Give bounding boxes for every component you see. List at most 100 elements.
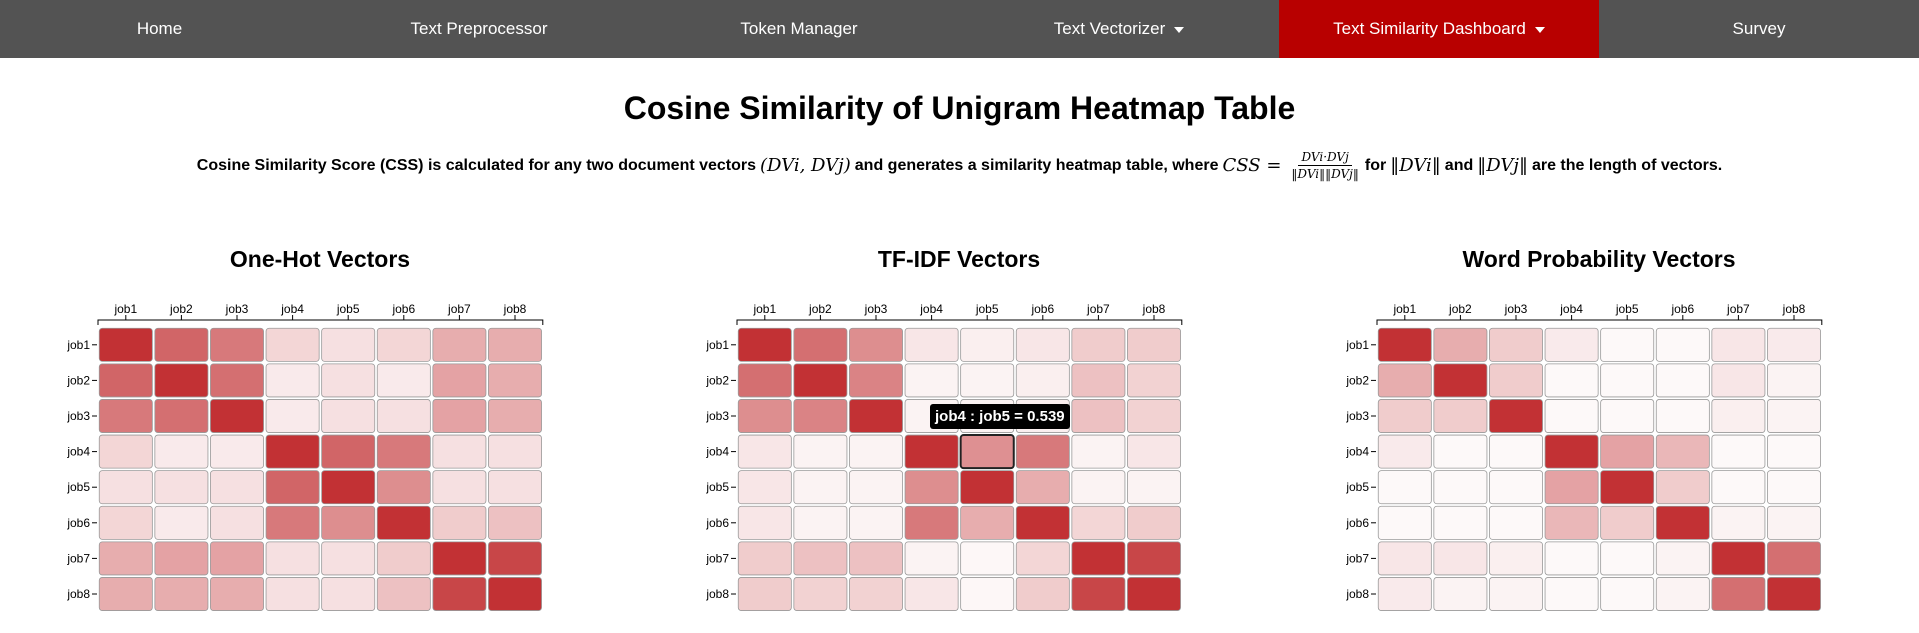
heatmap-cell bbox=[432, 399, 487, 433]
heatmap-cell bbox=[1433, 505, 1488, 540]
heatmap-title-word-probability: Word Probability Vectors bbox=[1462, 246, 1736, 272]
y-axis-tick-label: job4 bbox=[66, 445, 90, 459]
heatmap-cell bbox=[960, 577, 1015, 611]
x-axis-tick-label: job8 bbox=[1142, 302, 1166, 316]
heatmap-cell bbox=[1127, 327, 1181, 362]
nav-home[interactable]: Home bbox=[0, 0, 319, 58]
x-axis-tick-label: job4 bbox=[919, 302, 943, 316]
heatmap-cell bbox=[904, 505, 959, 540]
heatmap-cell bbox=[1489, 434, 1543, 469]
heatmap-cell bbox=[1711, 434, 1766, 469]
heatmap-cell bbox=[1071, 470, 1126, 505]
y-axis-tick-label: job6 bbox=[1345, 516, 1369, 530]
heatmap-cell bbox=[1377, 541, 1432, 576]
heatmap-cell bbox=[1655, 327, 1710, 362]
y-axis-tick-label: job3 bbox=[66, 409, 90, 423]
heatmap-cell bbox=[1600, 363, 1655, 398]
heatmap-cell bbox=[849, 505, 903, 540]
doc-vector-pair-formula: (DVi, DVj) bbox=[760, 155, 851, 176]
heatmap-cell bbox=[265, 399, 320, 433]
heatmap-cell bbox=[1711, 363, 1766, 398]
heatmap-cell bbox=[488, 541, 542, 576]
heatmap-cell bbox=[1377, 327, 1432, 362]
heatmap-cell bbox=[432, 363, 487, 398]
heatmap-cell bbox=[1127, 363, 1181, 398]
x-axis-tick-label: job7 bbox=[1726, 302, 1750, 316]
y-axis-tick-label: job4 bbox=[705, 445, 729, 459]
heatmap-cell bbox=[1433, 399, 1488, 433]
heatmap-cell bbox=[737, 363, 792, 398]
heatmap-cell bbox=[210, 399, 264, 433]
heatmap-cell bbox=[1489, 399, 1543, 433]
heatmap-cell bbox=[265, 363, 320, 398]
heatmap-cell bbox=[210, 505, 264, 540]
heatmap-cell bbox=[1489, 505, 1543, 540]
heatmap-cell bbox=[1127, 470, 1181, 505]
x-axis-tick-label: job6 bbox=[1030, 302, 1054, 316]
heatmap-cell bbox=[849, 363, 903, 398]
heatmap-cell bbox=[376, 399, 431, 433]
nav-token-manager[interactable]: Token Manager bbox=[639, 0, 959, 58]
x-axis-tick-label: job3 bbox=[864, 302, 888, 316]
y-axis-tick-label: job4 bbox=[1345, 445, 1369, 459]
heatmap-cell bbox=[488, 470, 542, 505]
heatmap-cell bbox=[488, 363, 542, 398]
heatmap-cell bbox=[154, 505, 209, 540]
heatmap-cell bbox=[376, 470, 431, 505]
desc-text-5: are the length of vectors. bbox=[1531, 156, 1723, 174]
desc-text-1: Cosine Similarity Score (CSS) is calcula… bbox=[196, 156, 757, 174]
heatmap-cell bbox=[1544, 434, 1599, 469]
heatmap-cell bbox=[1127, 399, 1181, 433]
x-axis-tick-label: job6 bbox=[1670, 302, 1694, 316]
y-axis-tick-label: job2 bbox=[66, 373, 90, 387]
heatmap-cell bbox=[1655, 577, 1710, 611]
heatmap-cell bbox=[1071, 399, 1126, 433]
heatmap-cell bbox=[1711, 505, 1766, 540]
heatmap-cell bbox=[432, 541, 487, 576]
heatmap-cell bbox=[154, 470, 209, 505]
norm-dvi-formula: ‖DVi‖ bbox=[1390, 155, 1441, 176]
heatmap-cell bbox=[1433, 541, 1488, 576]
heatmap-cell bbox=[210, 541, 264, 576]
heatmap-cell bbox=[1767, 327, 1821, 362]
heatmap-cell bbox=[737, 434, 792, 469]
nav-survey[interactable]: Survey bbox=[1599, 0, 1919, 58]
heatmap-cell bbox=[376, 541, 431, 576]
heatmap-cell bbox=[1544, 541, 1599, 576]
heatmap-cell bbox=[154, 577, 209, 611]
nav-text-vectorizer[interactable]: Text Vectorizer bbox=[959, 0, 1279, 58]
heatmap-cell bbox=[793, 505, 848, 540]
heatmap-cell bbox=[1600, 577, 1655, 611]
heatmap-cell bbox=[488, 399, 542, 433]
heatmap-cell bbox=[904, 327, 959, 362]
css-formula-fraction: DVi·DVj ‖DVi‖‖DVj‖ bbox=[1291, 150, 1359, 181]
heatmap-cell bbox=[1655, 434, 1710, 469]
norm-dvj-formula: ‖DVj‖ bbox=[1477, 155, 1528, 176]
heatmap-cell bbox=[1711, 577, 1766, 611]
nav-text-similarity-dashboard[interactable]: Text Similarity Dashboard bbox=[1279, 0, 1599, 58]
heatmap-cell bbox=[1489, 470, 1543, 505]
heatmap-cell bbox=[1127, 577, 1181, 611]
heatmap-cell bbox=[321, 434, 376, 469]
heatmap-cell bbox=[321, 577, 376, 611]
heatmap-cell bbox=[376, 327, 431, 362]
heatmap-cell bbox=[98, 470, 153, 505]
css-formula-numerator: DVi·DVj bbox=[1298, 150, 1352, 166]
heatmap-cell bbox=[321, 505, 376, 540]
heatmap-cell bbox=[1015, 363, 1070, 398]
heatmap-cell bbox=[1767, 434, 1821, 469]
heatmap-cell bbox=[737, 399, 792, 433]
nav-home-label: Home bbox=[136, 19, 183, 38]
css-formula-denominator: ‖DVi‖‖DVj‖ bbox=[1291, 167, 1359, 181]
nav-text-preprocessor[interactable]: Text Preprocessor bbox=[319, 0, 639, 58]
x-axis-tick-label: job1 bbox=[752, 302, 776, 316]
top-navbar: Home Text Preprocessor Token Manager Tex… bbox=[0, 0, 1919, 58]
heatmap-cell bbox=[737, 470, 792, 505]
heatmap-title-tf-idf: TF-IDF Vectors bbox=[877, 246, 1041, 272]
nav-survey-label: Survey bbox=[1732, 19, 1786, 38]
heatmap-cell bbox=[1071, 541, 1126, 576]
heatmap-cell bbox=[265, 470, 320, 505]
heatmap-cell bbox=[849, 470, 903, 505]
y-axis-tick-label: job1 bbox=[705, 338, 729, 352]
heatmap-cell bbox=[904, 434, 959, 469]
